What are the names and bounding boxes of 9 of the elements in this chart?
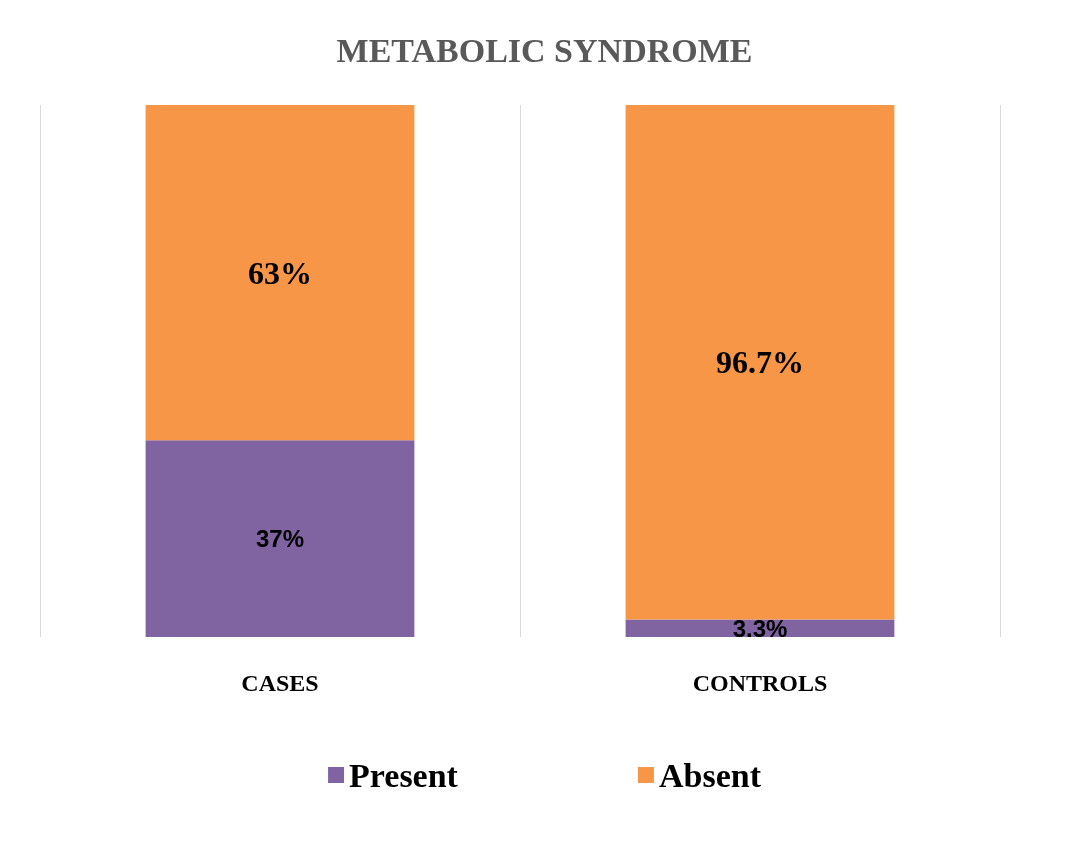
data-label: 96.7% [716,344,804,381]
legend-label: Present [349,756,459,794]
x-tick-label: CASES [241,670,319,696]
legend-label: Absent [658,756,762,794]
x-tick-label: CONTROLS [692,670,828,696]
data-label: 37% [255,525,305,553]
chart-title: METABOLIC SYNDROME [336,31,753,69]
data-label: 3.3% [732,614,788,642]
data-label: 63% [248,254,312,291]
